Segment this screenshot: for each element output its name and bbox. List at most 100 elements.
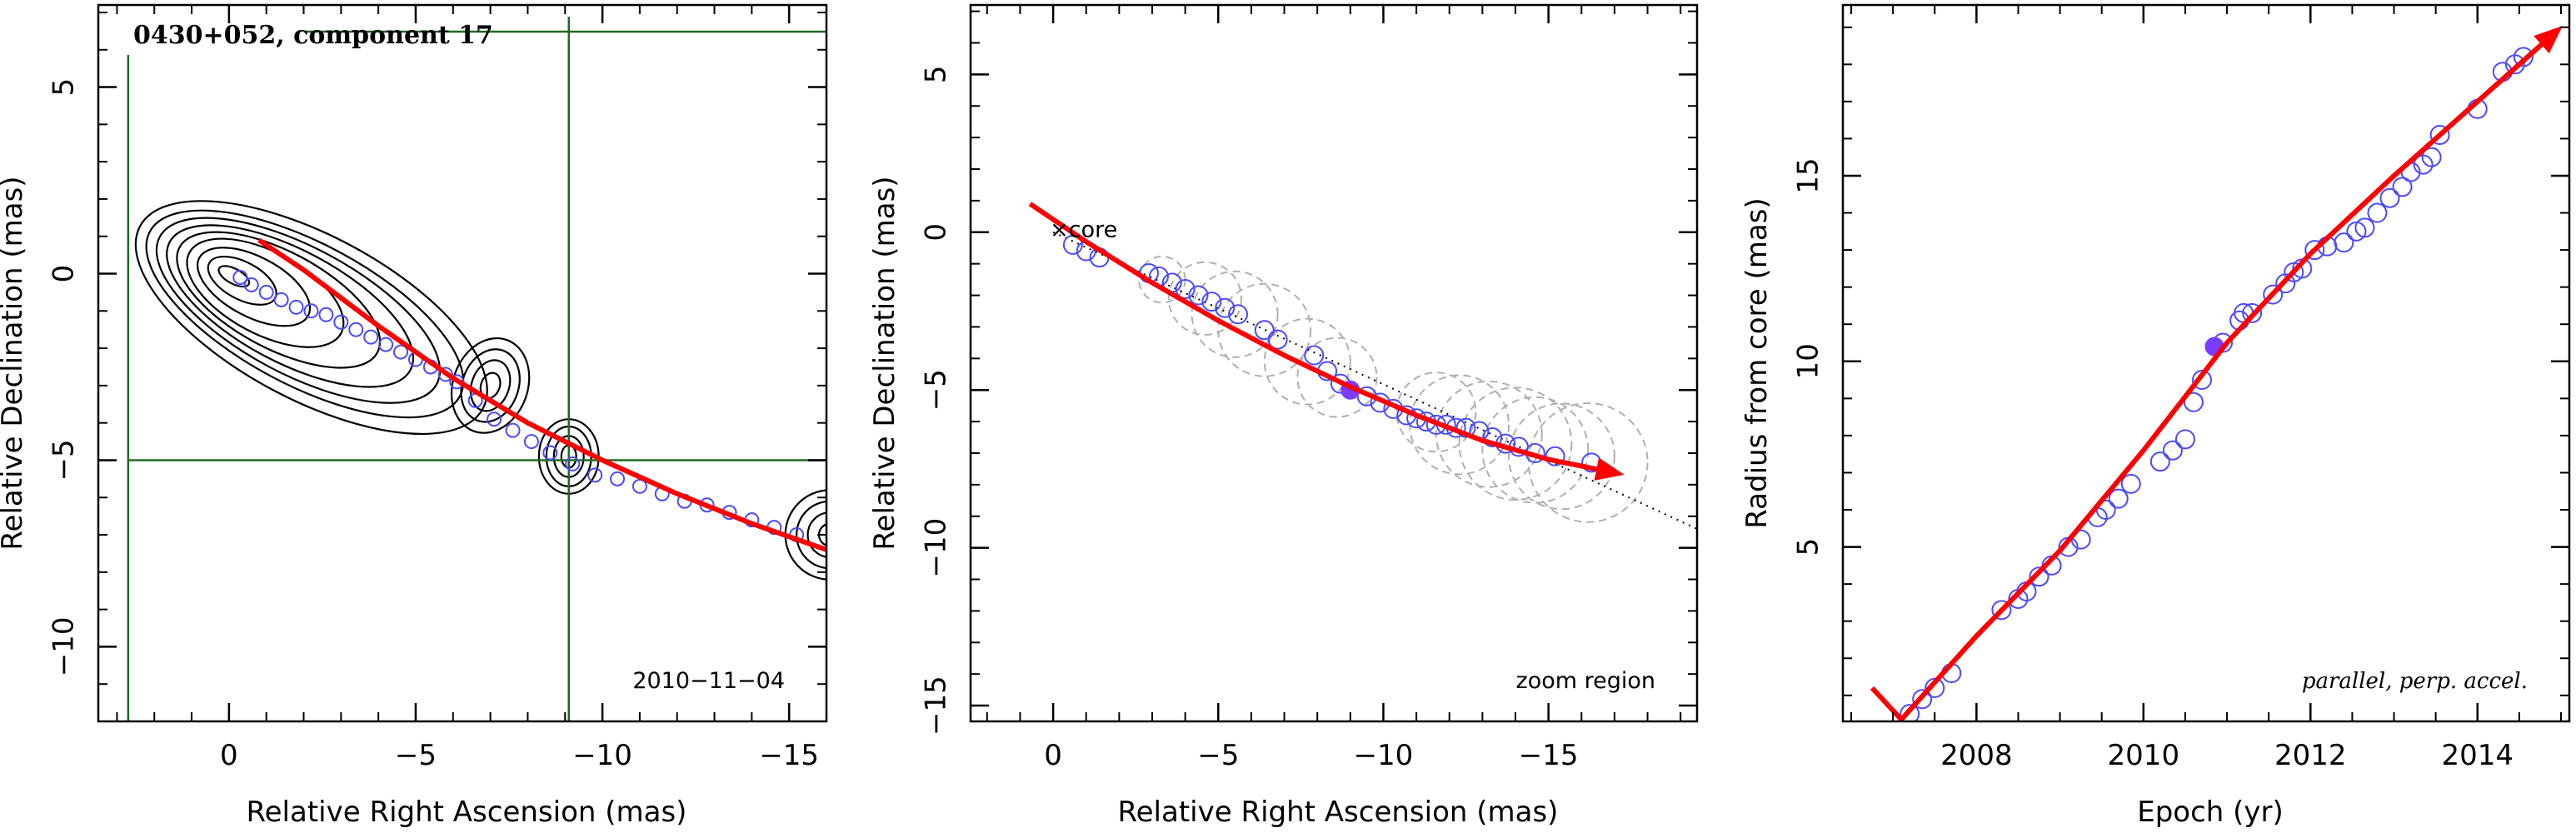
data-point xyxy=(348,322,364,337)
core-marker-label: ×core xyxy=(1050,217,1117,242)
y-tick-label: 5 xyxy=(1792,538,1825,556)
x-tick-label: −10 xyxy=(1354,739,1414,772)
data-point xyxy=(437,367,453,382)
component-size-circle xyxy=(1527,402,1649,523)
y-tick-label: 15 xyxy=(1792,157,1825,193)
contour-line xyxy=(796,500,826,570)
fit-arrowhead xyxy=(2534,26,2563,54)
y-tick-label: −5 xyxy=(920,369,953,411)
data-point xyxy=(2149,451,2170,472)
data-point xyxy=(1912,689,1933,710)
fit-curve xyxy=(1028,202,1612,475)
epoch-date-label: 2010−11−04 xyxy=(632,668,785,694)
data-point xyxy=(1455,417,1476,438)
data-point xyxy=(232,269,248,285)
data-point xyxy=(2108,488,2129,509)
data-point xyxy=(2174,429,2195,450)
plot-area xyxy=(127,17,826,721)
component-size-circle xyxy=(1217,282,1312,377)
x-tick-label: 2010 xyxy=(2108,739,2180,772)
data-point xyxy=(393,344,409,360)
data-point xyxy=(378,337,394,352)
x-tick-label: −15 xyxy=(1519,739,1579,772)
data-point xyxy=(2162,440,2183,461)
data-point xyxy=(1175,278,1196,299)
data-point xyxy=(1254,320,1275,341)
model-label: parallel, perp. accel. xyxy=(2302,669,2528,694)
x-axis-title: Epoch (yr) xyxy=(2137,796,2284,829)
y-tick-label: 5 xyxy=(920,66,953,84)
y-tick-label: −5 xyxy=(47,439,81,481)
x-tick-label: 0 xyxy=(220,739,238,772)
data-point xyxy=(288,299,304,315)
data-point xyxy=(2367,202,2388,223)
data-point xyxy=(2120,473,2141,494)
contour-line xyxy=(155,217,442,404)
x-tick-label: 2014 xyxy=(2441,739,2514,772)
data-point xyxy=(1482,427,1503,448)
data-point xyxy=(2354,217,2375,238)
data-point xyxy=(2334,232,2354,253)
plot-area xyxy=(1870,26,2563,721)
data-point xyxy=(565,456,581,471)
data-point xyxy=(1228,304,1249,325)
component-size-circle xyxy=(1395,372,1477,453)
data-point xyxy=(1267,329,1288,350)
data-point xyxy=(2429,124,2450,145)
data-point xyxy=(487,412,502,427)
data-point xyxy=(2242,302,2263,323)
contour-line xyxy=(145,209,465,419)
data-point xyxy=(2421,147,2442,167)
component-size-circle xyxy=(1263,317,1351,406)
x-tick-label: 0 xyxy=(1044,739,1062,772)
data-point xyxy=(610,471,626,486)
source-component-label: 0430+052, component 17 xyxy=(133,21,493,50)
data-point xyxy=(2513,47,2534,67)
contour-line xyxy=(197,247,312,327)
data-point xyxy=(1304,345,1325,366)
data-point xyxy=(273,292,289,307)
y-tick-label: −10 xyxy=(47,617,81,677)
zoom-region-label: zoom region xyxy=(1516,668,1655,694)
data-point xyxy=(1201,292,1222,312)
data-point xyxy=(318,307,334,322)
contour-line xyxy=(166,224,415,388)
data-point xyxy=(363,329,379,345)
data-point xyxy=(587,467,603,483)
trajectory-panel: 0 −5 −10 −15 5 0 −5 −10 −15 Relative Right Ascens… xyxy=(868,3,1699,829)
data-point xyxy=(2263,284,2284,305)
data-point xyxy=(243,277,259,292)
data-point xyxy=(303,303,319,319)
plot-area xyxy=(1028,202,1697,530)
data-point xyxy=(1215,297,1236,318)
x-axis-title: Relative Right Ascension (mas) xyxy=(1118,796,1559,829)
contour-line xyxy=(134,200,488,435)
contour-line xyxy=(450,337,531,434)
contour-line xyxy=(217,265,251,288)
fit-arrowhead xyxy=(1594,457,1625,481)
plot-frame xyxy=(97,3,828,723)
y-tick-label: 0 xyxy=(920,223,953,242)
contour-line xyxy=(176,231,382,369)
data-point xyxy=(2379,187,2400,208)
data-point xyxy=(2183,392,2204,412)
y-axis-title: Relative Declination (mas) xyxy=(868,176,901,550)
x-tick-label: 2008 xyxy=(1940,739,2013,772)
data-point xyxy=(523,434,539,450)
y-tick-label: −15 xyxy=(920,676,953,736)
data-point xyxy=(2191,370,2212,391)
y-tick-label: 5 xyxy=(47,78,81,97)
x-tick-label: −15 xyxy=(759,739,819,772)
fit-curve xyxy=(257,237,826,552)
data-point xyxy=(2304,240,2325,261)
component-size-circle xyxy=(1296,337,1378,418)
radius-epoch-panel: 2008 2010 2012 2014 5 10 15 Epoch (yr) Radius fr… xyxy=(1740,3,2571,829)
data-point xyxy=(542,445,558,461)
data-point xyxy=(505,422,521,438)
sky-map-panel: 0 −5 −10 −15 5 0 −5 −10 Relative Right Ascension… xyxy=(0,3,828,829)
contour-line xyxy=(784,489,826,581)
y-axis-title: Relative Declination (mas) xyxy=(0,176,29,550)
plot-frame xyxy=(1841,3,2571,723)
y-axis-title: Radius from core (mas) xyxy=(1740,197,1774,528)
